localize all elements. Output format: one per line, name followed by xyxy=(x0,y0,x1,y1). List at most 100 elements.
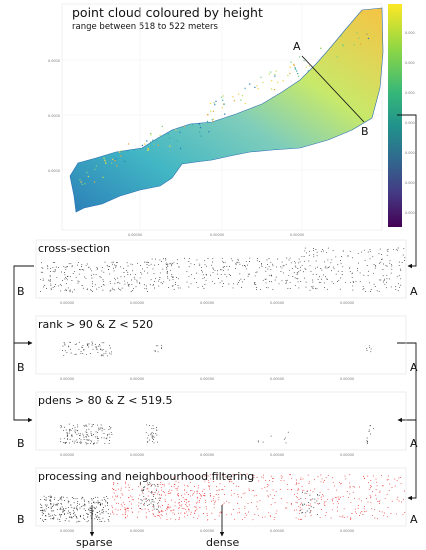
dense-point xyxy=(372,514,373,516)
pdens-point xyxy=(370,433,372,435)
section-point xyxy=(361,251,363,253)
section-point xyxy=(184,257,186,259)
dense-point xyxy=(367,475,369,477)
section-point xyxy=(81,266,83,267)
sparse-point xyxy=(156,484,158,486)
dense-point xyxy=(248,488,250,490)
dense-point xyxy=(125,508,127,510)
section-point xyxy=(327,278,329,280)
sparse-point xyxy=(41,512,43,514)
point-cloud-dot xyxy=(360,43,362,45)
section-point xyxy=(391,265,393,267)
section-point xyxy=(124,283,126,285)
dense-point xyxy=(184,513,186,515)
dense-point xyxy=(194,486,196,487)
dense-point xyxy=(231,481,233,483)
dense-point xyxy=(349,493,351,495)
dense-point xyxy=(253,476,255,478)
section-point xyxy=(255,271,257,273)
sparse-point xyxy=(53,516,55,518)
dense-point xyxy=(222,489,224,491)
dense-point xyxy=(166,513,167,515)
sparse-point xyxy=(92,510,94,512)
section-point xyxy=(177,278,179,280)
pdens-point xyxy=(97,427,99,429)
section-point xyxy=(120,266,122,268)
svg-text:0.0000: 0.0000 xyxy=(48,169,60,173)
sparse-point xyxy=(157,503,159,505)
dense-point xyxy=(269,494,271,496)
dense-point xyxy=(125,486,127,488)
dense-point xyxy=(319,517,321,519)
section-point xyxy=(145,261,147,263)
section-point xyxy=(96,268,98,270)
svg-text:0.000: 0.000 xyxy=(405,151,415,155)
dense-point xyxy=(360,500,362,502)
dense-point xyxy=(305,497,307,499)
svg-text:0.00000: 0.00000 xyxy=(270,377,284,381)
dense-point xyxy=(363,478,365,479)
dense-point xyxy=(216,490,218,492)
sparse-point xyxy=(306,510,308,512)
point-cloud-dot xyxy=(114,160,116,162)
sparse-point xyxy=(72,513,74,514)
dense-point xyxy=(113,492,115,494)
dense-point xyxy=(113,482,115,484)
sparse-point xyxy=(100,504,102,505)
sparse-point xyxy=(153,506,155,508)
section-point xyxy=(172,285,174,287)
section-point xyxy=(245,260,247,262)
pdens-point xyxy=(88,423,90,425)
point-cloud-dot xyxy=(303,60,305,62)
dense-point xyxy=(248,511,249,513)
dense-point xyxy=(183,508,185,509)
section-point xyxy=(214,269,216,271)
point-cloud-dot xyxy=(244,102,246,105)
dense-point xyxy=(368,482,369,484)
section-point xyxy=(61,271,63,273)
dense-point xyxy=(327,488,329,490)
sparse-point xyxy=(57,502,59,504)
sparse-point xyxy=(91,499,93,501)
section-point xyxy=(333,282,335,284)
section-point xyxy=(109,273,111,275)
dense-point xyxy=(173,509,175,511)
dense-point xyxy=(290,504,292,506)
svg-text:0.00000: 0.00000 xyxy=(130,453,144,457)
dense-point xyxy=(346,516,348,518)
section-point xyxy=(91,289,93,291)
dense-point xyxy=(128,508,130,509)
section-point xyxy=(282,265,284,267)
point-cloud-dot xyxy=(141,144,144,147)
section-point xyxy=(285,281,287,283)
sparse-point xyxy=(63,500,65,502)
point-cloud-dot xyxy=(80,181,82,183)
dense-point xyxy=(181,507,183,509)
section-point xyxy=(270,261,272,263)
section-point xyxy=(110,282,112,284)
section-point xyxy=(248,273,249,275)
dense-point xyxy=(281,476,283,478)
dense-point xyxy=(299,519,301,520)
section-point xyxy=(71,280,73,282)
sparse-point xyxy=(305,512,307,514)
section-point xyxy=(111,287,113,289)
dense-point xyxy=(332,477,334,479)
sparse-point xyxy=(63,511,65,513)
section-point xyxy=(315,288,317,290)
sparse-point xyxy=(148,500,150,502)
section-point xyxy=(384,278,385,280)
pdens-point xyxy=(110,431,112,433)
section-point xyxy=(305,286,307,288)
section-point xyxy=(168,287,170,288)
sparse-point xyxy=(152,495,154,497)
dense-point xyxy=(122,494,124,496)
dense-point xyxy=(370,484,372,486)
pdens-point xyxy=(68,423,70,425)
point-cloud-dot xyxy=(275,70,277,72)
dense-point xyxy=(376,518,378,520)
section-point xyxy=(48,279,50,281)
section-point xyxy=(54,269,56,271)
point-cloud-dot xyxy=(308,65,310,67)
section-point xyxy=(294,277,296,279)
